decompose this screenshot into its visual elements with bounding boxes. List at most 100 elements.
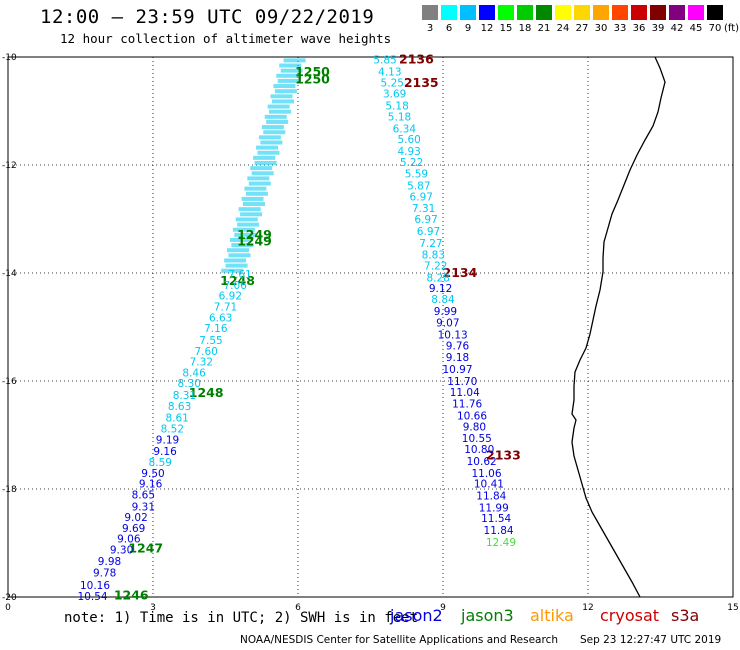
swh-label: 5.18: [388, 111, 411, 123]
dense-track-mark: [240, 212, 263, 217]
dense-track-mark: [250, 166, 273, 171]
legend-label-9: 9: [464, 23, 472, 34]
legend-label-21: 21: [537, 23, 551, 34]
satellite-jason3: jason3: [461, 606, 514, 625]
swh-label: 7.60: [194, 346, 217, 358]
swh-label: 9.30: [110, 544, 133, 556]
swh-label: 9.76: [446, 340, 470, 352]
swh-label: 9.31: [132, 501, 155, 513]
dense-track-mark: [254, 161, 277, 165]
dense-track-mark: [253, 155, 276, 160]
dense-track-mark: [277, 78, 300, 83]
swh-label: 5.22: [400, 157, 423, 169]
dense-track-mark: [279, 63, 302, 68]
swh-label: 6.34: [393, 123, 417, 135]
swh-label: 5.18: [385, 101, 408, 113]
swh-label: 8.65: [132, 489, 155, 501]
swh-label: 12.49: [486, 537, 516, 549]
lon-tick-label: 9: [440, 603, 446, 613]
swh-label: 5.87: [407, 181, 430, 193]
swh-label: 9.80: [463, 421, 486, 433]
lat-tick-label: -16: [2, 377, 17, 387]
swh-label: 8.52: [161, 424, 184, 436]
legend-label-6: 6: [445, 23, 453, 34]
legend-swatch-39: [650, 5, 666, 20]
satellite-altika: altika: [530, 606, 574, 625]
dense-track-mark: [247, 176, 270, 181]
swh-label: 7.71: [214, 301, 237, 313]
legend-swatch-42: [669, 5, 685, 20]
legend-label-3: 3: [426, 23, 434, 34]
swh-label: 10.54: [78, 591, 108, 603]
swh-label: 11.84: [476, 490, 506, 502]
swh-label: 9.69: [122, 523, 145, 535]
credit-text: NOAA/NESDIS Center for Satellite Applica…: [240, 634, 558, 646]
legend-label-15: 15: [499, 23, 513, 34]
legend-swatch-18: [517, 5, 533, 20]
legend-label-45: 45: [689, 23, 703, 34]
lon-tick-label: 6: [295, 603, 301, 613]
swh-label: 1250: [295, 72, 330, 87]
swh-label: 5.85: [373, 55, 396, 67]
swh-label: 2133: [486, 448, 521, 463]
dense-track-mark: [263, 130, 286, 135]
swh-label: 8.59: [149, 457, 172, 469]
legend-label-18: 18: [518, 23, 532, 34]
swh-label: 5.59: [405, 169, 428, 181]
swh-label: 9.02: [124, 512, 147, 524]
dense-track-mark: [242, 202, 265, 207]
swh-label: 1250: [295, 64, 330, 79]
swh-label: 6.97: [417, 226, 440, 238]
swh-label: 8.83: [422, 250, 445, 262]
lat-tick-label: -14: [2, 269, 17, 279]
swh-label: 6.92: [219, 291, 242, 303]
swh-label: 1249: [237, 234, 272, 249]
swh-label: 9.18: [446, 352, 469, 364]
footnote: note: 1) Time is in UTC; 2) SWH is in fe…: [64, 610, 419, 626]
swh-label: 7.61: [228, 269, 251, 281]
legend-label-24: 24: [556, 23, 570, 34]
swh-label: 9.07: [436, 318, 459, 330]
swh-label: 1246: [114, 587, 149, 602]
dense-track-mark: [276, 73, 299, 78]
swh-label: 8.84: [431, 294, 455, 306]
dense-track-mark: [234, 232, 257, 237]
legend-swatch-70: [707, 5, 723, 20]
legend-label-33: 33: [613, 23, 627, 34]
dense-track-mark: [258, 135, 281, 140]
legend-swatch-24: [555, 5, 571, 20]
swh-label: 10.66: [457, 411, 487, 423]
swh-label: 11.06: [471, 468, 501, 480]
dense-track-mark: [280, 68, 303, 73]
swh-label: 1248: [220, 273, 255, 288]
swh-label: 6.97: [414, 214, 437, 226]
swh-label: 5.25: [381, 77, 404, 89]
legend-swatch-36: [631, 5, 647, 20]
legend-swatch-30: [593, 5, 609, 20]
swh-label: 8.28: [426, 272, 449, 284]
legend-label-12: 12: [480, 23, 494, 34]
legend-swatch-6: [441, 5, 457, 20]
dense-track-mark: [237, 222, 260, 227]
coastline: [571, 56, 666, 598]
dense-track-mark: [231, 243, 254, 248]
swh-label: 10.97: [442, 364, 472, 376]
swh-label: 11.70: [447, 376, 477, 388]
legend-swatch-3: [422, 5, 438, 20]
legend-label-27: 27: [575, 23, 589, 34]
dense-track-mark: [256, 145, 279, 150]
dense-track-mark: [283, 58, 306, 63]
dense-track-mark: [266, 119, 289, 124]
swh-label: 1247: [128, 540, 163, 555]
swh-labels: 1250125012491249124812481247124621362135…: [78, 52, 521, 603]
dense-track-mark: [229, 237, 252, 242]
swh-label: 3.69: [383, 89, 406, 101]
swh-label: 7.55: [199, 335, 222, 347]
legend-label-39: 39: [651, 23, 665, 34]
dense-track-mark: [232, 227, 255, 232]
swh-label: 9.78: [93, 568, 116, 580]
swh-label: 2135: [404, 75, 439, 90]
swh-label: 8.30: [178, 378, 201, 390]
dense-track-mark: [245, 191, 268, 196]
